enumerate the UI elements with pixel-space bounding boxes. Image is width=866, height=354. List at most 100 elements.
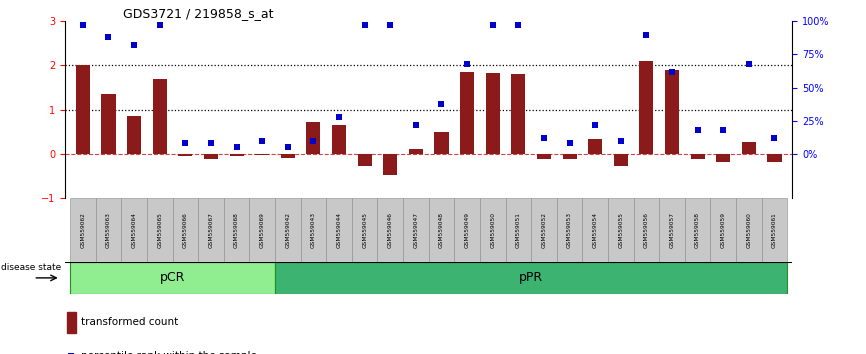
Bar [275,262,787,294]
Bar [332,125,346,154]
Text: GSM559047: GSM559047 [413,212,418,248]
Text: GSM559057: GSM559057 [669,212,675,248]
Bar [608,198,634,262]
Point [64,353,78,354]
Text: GSM559066: GSM559066 [183,212,188,248]
Point [486,22,500,28]
Point [409,122,423,128]
Bar [204,154,218,159]
Point [255,138,269,144]
Text: GSM559064: GSM559064 [132,212,137,248]
Bar [742,142,756,154]
Bar [358,154,372,166]
Bar [429,198,455,262]
Bar [127,116,141,154]
Bar [403,198,429,262]
Text: transformed count: transformed count [81,317,178,327]
Point [512,22,526,28]
Point [665,69,679,75]
Text: GSM559045: GSM559045 [362,212,367,248]
Bar [563,154,577,159]
Point [281,144,294,150]
Text: GSM559059: GSM559059 [721,212,726,248]
Bar [147,198,172,262]
Bar [101,94,115,154]
Text: GSM559048: GSM559048 [439,212,444,248]
Bar [736,198,762,262]
Text: GSM559051: GSM559051 [516,212,520,248]
Point [127,42,141,48]
Bar [716,154,730,162]
Bar [634,198,659,262]
Point [537,135,551,141]
Bar [121,198,147,262]
Text: GDS3721 / 219858_s_at: GDS3721 / 219858_s_at [123,7,274,20]
Text: GSM559061: GSM559061 [772,212,777,248]
Bar [275,198,301,262]
Bar [152,79,167,154]
Point [435,101,449,107]
Bar [767,154,781,162]
Bar [67,312,75,333]
Bar [198,198,223,262]
Bar [383,154,397,175]
Bar [435,132,449,154]
Point [332,114,346,120]
Bar [665,70,679,154]
Point [639,32,653,37]
Bar [352,198,378,262]
Point [76,22,90,28]
Bar [70,198,95,262]
Text: GSM559044: GSM559044 [337,212,341,248]
Bar [301,198,326,262]
Bar [172,198,198,262]
Point [307,138,320,144]
Bar [506,198,531,262]
Bar [480,198,506,262]
Text: GSM559050: GSM559050 [490,212,495,248]
Point [742,61,756,67]
Bar [76,65,90,154]
Text: GSM559053: GSM559053 [567,212,572,248]
Point [101,34,115,40]
Bar [455,198,480,262]
Bar [70,262,275,294]
Text: GSM559055: GSM559055 [618,212,624,248]
Bar [326,198,352,262]
Text: GSM559046: GSM559046 [388,212,393,248]
Bar [537,154,551,159]
Bar [281,154,294,158]
Point [229,144,243,150]
Point [588,122,602,128]
Bar [378,198,403,262]
Bar [249,198,275,262]
Text: GSM559067: GSM559067 [209,212,213,248]
Bar [710,198,736,262]
Text: GSM559043: GSM559043 [311,212,316,248]
Point [691,127,705,133]
Bar [511,74,526,154]
Text: GSM559049: GSM559049 [464,212,469,248]
Point [204,141,218,146]
Text: GSM559054: GSM559054 [592,212,598,248]
Point [614,138,628,144]
Bar [639,61,654,154]
Point [358,22,372,28]
Bar [557,198,582,262]
Text: GSM559063: GSM559063 [106,212,111,248]
Text: disease state: disease state [1,263,61,272]
Bar [409,149,423,154]
Text: GSM559069: GSM559069 [260,212,265,248]
Bar [95,198,121,262]
Text: GSM559068: GSM559068 [234,212,239,248]
Point [460,61,474,67]
Text: GSM559056: GSM559056 [644,212,649,248]
Point [563,141,577,146]
Text: GSM559058: GSM559058 [695,212,700,248]
Bar [229,154,243,156]
Bar [223,198,249,262]
Text: GSM559052: GSM559052 [541,212,546,248]
Point [767,135,781,141]
Point [152,22,166,28]
Bar [762,198,787,262]
